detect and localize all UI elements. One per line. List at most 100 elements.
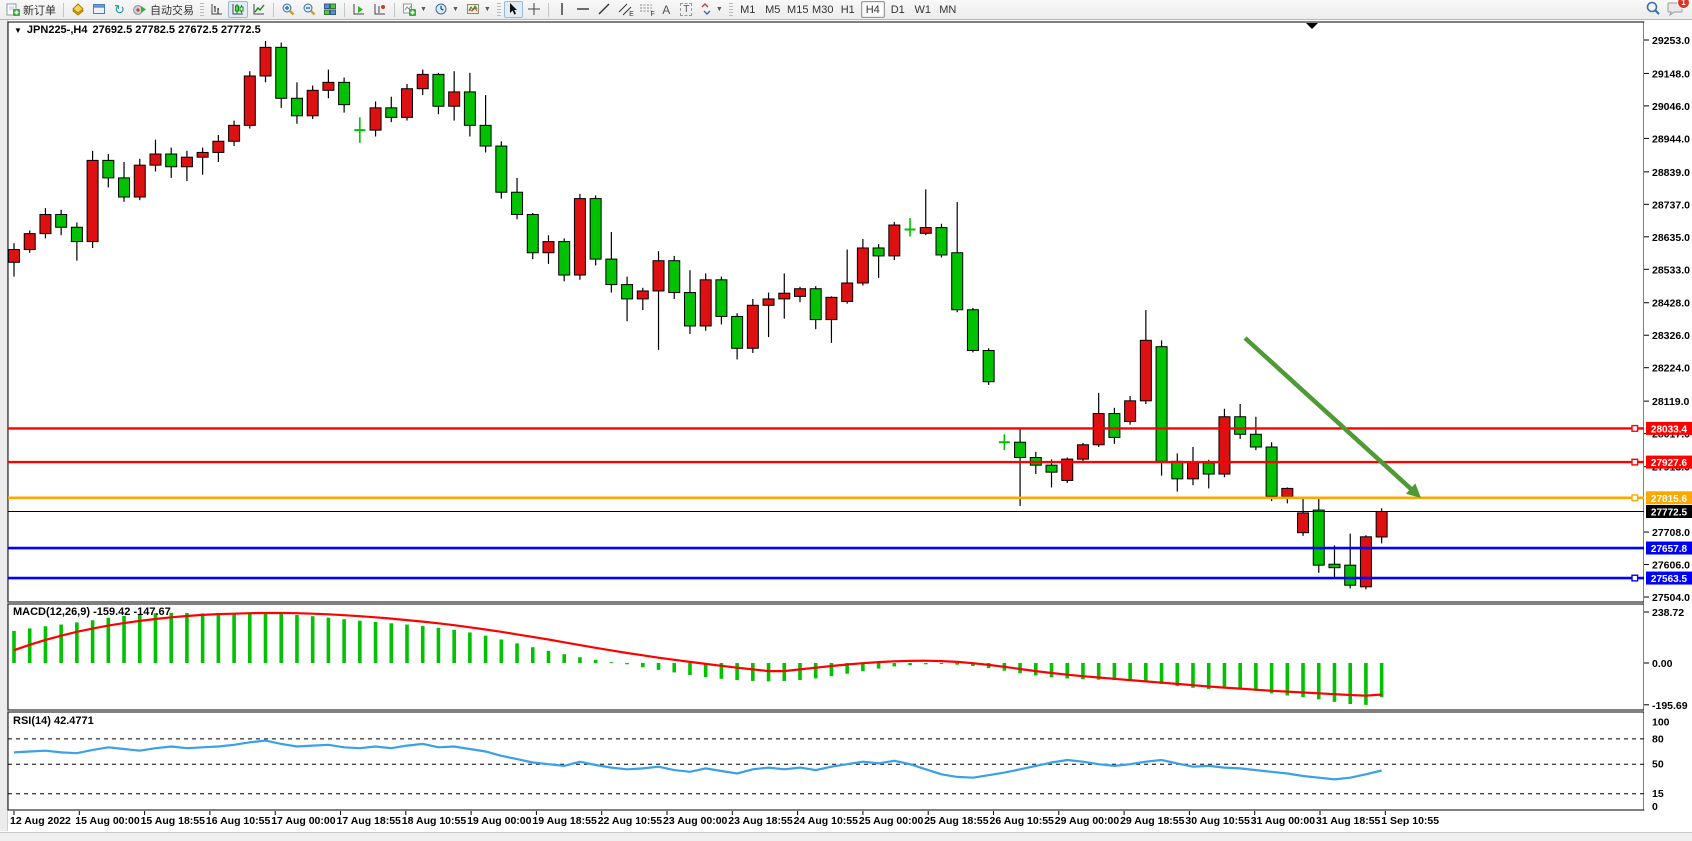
main-toolbar: 新订单 ↻ 自动交易 (0, 0, 1692, 20)
svg-text:28635.0: 28635.0 (1652, 232, 1690, 244)
indicators-button[interactable]: ▼ (399, 1, 430, 18)
zoom-out-button[interactable] (299, 1, 319, 18)
text-label-button[interactable]: T (677, 1, 696, 18)
cursor-icon (507, 2, 519, 18)
zoom-in-icon (281, 2, 295, 18)
svg-text:238.72: 238.72 (1652, 607, 1684, 619)
templates-button[interactable]: ▼ (463, 1, 494, 18)
horizontal-line-button[interactable] (573, 1, 593, 18)
periods-button[interactable]: ▼ (431, 1, 462, 18)
equidistant-channel-button[interactable]: E (615, 1, 635, 18)
periods-caret-icon: ▼ (451, 6, 459, 13)
svg-text:25 Aug 00:00: 25 Aug 00:00 (859, 815, 924, 827)
timeframe-m15[interactable]: M15 (787, 3, 809, 16)
notifications-button[interactable]: 1 (1667, 0, 1690, 19)
cursor-button[interactable] (503, 1, 523, 18)
svg-text:24 Aug 10:55: 24 Aug 10:55 (794, 815, 859, 827)
svg-text:28119.0: 28119.0 (1652, 396, 1690, 408)
new-order-button[interactable]: 新订单 (3, 1, 59, 18)
svg-text:28944.0: 28944.0 (1652, 133, 1690, 145)
autotrading-button[interactable]: 自动交易 (130, 1, 197, 18)
arrows-caret-icon: ▼ (715, 6, 723, 13)
timeframe-h4[interactable]: H4 (860, 1, 885, 18)
timeframe-w1[interactable]: W1 (914, 3, 932, 16)
data-window-button[interactable] (89, 1, 109, 18)
svg-text:29 Aug 00:00: 29 Aug 00:00 (1055, 815, 1120, 827)
arrows-icon (700, 2, 712, 18)
svg-text:30 Aug 10:55: 30 Aug 10:55 (1185, 815, 1250, 827)
channel-letter: E (629, 10, 634, 18)
crosshair-button[interactable] (524, 1, 544, 18)
market-watch-icon (71, 2, 85, 18)
line-chart-icon (252, 2, 266, 18)
svg-text:23 Aug 00:00: 23 Aug 00:00 (663, 815, 728, 827)
svg-text:0.00: 0.00 (1652, 658, 1673, 670)
timeframe-m1[interactable]: M1 (740, 3, 756, 16)
toolbar-separator (547, 2, 549, 17)
text-button[interactable]: A (657, 1, 676, 18)
fibo-letter: F (650, 10, 655, 18)
timeframe-h1[interactable]: H1 (840, 3, 855, 16)
rsi-indicator-label: RSI(14) 42.4771 (13, 715, 94, 727)
toolbar-separator (344, 2, 345, 17)
chart-symbol: JPN225-,H4 (26, 24, 88, 36)
navigator-icon: ↻ (114, 1, 125, 17)
line-chart-button[interactable] (249, 1, 269, 18)
bar-chart-button[interactable] (207, 1, 227, 18)
timeframe-mn[interactable]: MN (939, 3, 957, 16)
toolbar-separator (273, 2, 274, 17)
svg-text:15 Aug 18:55: 15 Aug 18:55 (141, 815, 206, 827)
vertical-line-button[interactable] (553, 1, 572, 18)
timeframe-m5[interactable]: M5 (765, 3, 781, 16)
zoom-in-button[interactable] (278, 1, 298, 18)
svg-text:25 Aug 18:55: 25 Aug 18:55 (924, 815, 989, 827)
fibonacci-button[interactable]: F (636, 1, 656, 18)
svg-text:12 Aug 2022: 12 Aug 2022 (10, 815, 71, 827)
tile-windows-icon (323, 2, 337, 18)
timeframe-d1[interactable]: D1 (890, 3, 905, 16)
svg-text:27657.8: 27657.8 (1651, 544, 1688, 555)
svg-text:26 Aug 10:55: 26 Aug 10:55 (990, 815, 1055, 827)
text-icon: A (662, 2, 671, 17)
svg-text:29148.0: 29148.0 (1652, 68, 1690, 80)
indicators-caret-icon: ▼ (420, 6, 427, 13)
candlestick-chart-icon (231, 2, 245, 18)
indicators-icon (402, 2, 416, 18)
tile-windows-button[interactable] (320, 1, 340, 18)
arrows-button[interactable]: ▼ (697, 1, 726, 18)
svg-text:27927.6: 27927.6 (1651, 458, 1688, 469)
status-bar (0, 832, 1692, 841)
navigator-button[interactable]: ↻ (110, 1, 129, 18)
svg-text:27504.0: 27504.0 (1652, 592, 1690, 604)
periods-clock-icon (434, 2, 448, 18)
macd-indicator-label: MACD(12,26,9) -159.42 -147.67 (13, 606, 171, 618)
text-label-icon: T (680, 3, 693, 16)
zoom-out-icon (302, 2, 316, 18)
trendline-button[interactable] (594, 1, 614, 18)
timeframe-m30[interactable]: M30 (812, 3, 834, 16)
tester-step-button[interactable] (370, 1, 390, 18)
search-icon[interactable] (1645, 0, 1661, 19)
svg-text:80: 80 (1652, 733, 1664, 745)
crosshair-icon (527, 2, 541, 18)
tester-play-icon (352, 2, 366, 18)
market-watch-button[interactable] (68, 1, 88, 18)
svg-text:29253.0: 29253.0 (1652, 35, 1690, 47)
svg-text:0: 0 (1652, 801, 1658, 813)
toolbar-grip (496, 2, 501, 17)
fibonacci-icon: F (639, 2, 655, 18)
svg-text:28428.0: 28428.0 (1652, 298, 1690, 310)
svg-text:15: 15 (1652, 788, 1664, 800)
svg-text:27563.5: 27563.5 (1651, 574, 1688, 585)
candlestick-chart-button[interactable] (228, 1, 248, 18)
symbol-dropdown-icon[interactable]: ▼ (14, 25, 22, 35)
new-order-icon (6, 2, 20, 18)
svg-text:28533.0: 28533.0 (1652, 264, 1690, 276)
svg-text:-195.69: -195.69 (1652, 700, 1688, 712)
horizontal-line-icon (576, 4, 590, 16)
toolbar-grip (728, 2, 733, 17)
tester-play-button[interactable] (349, 1, 369, 18)
svg-text:28224.0: 28224.0 (1652, 363, 1690, 375)
data-window-icon (92, 2, 106, 18)
